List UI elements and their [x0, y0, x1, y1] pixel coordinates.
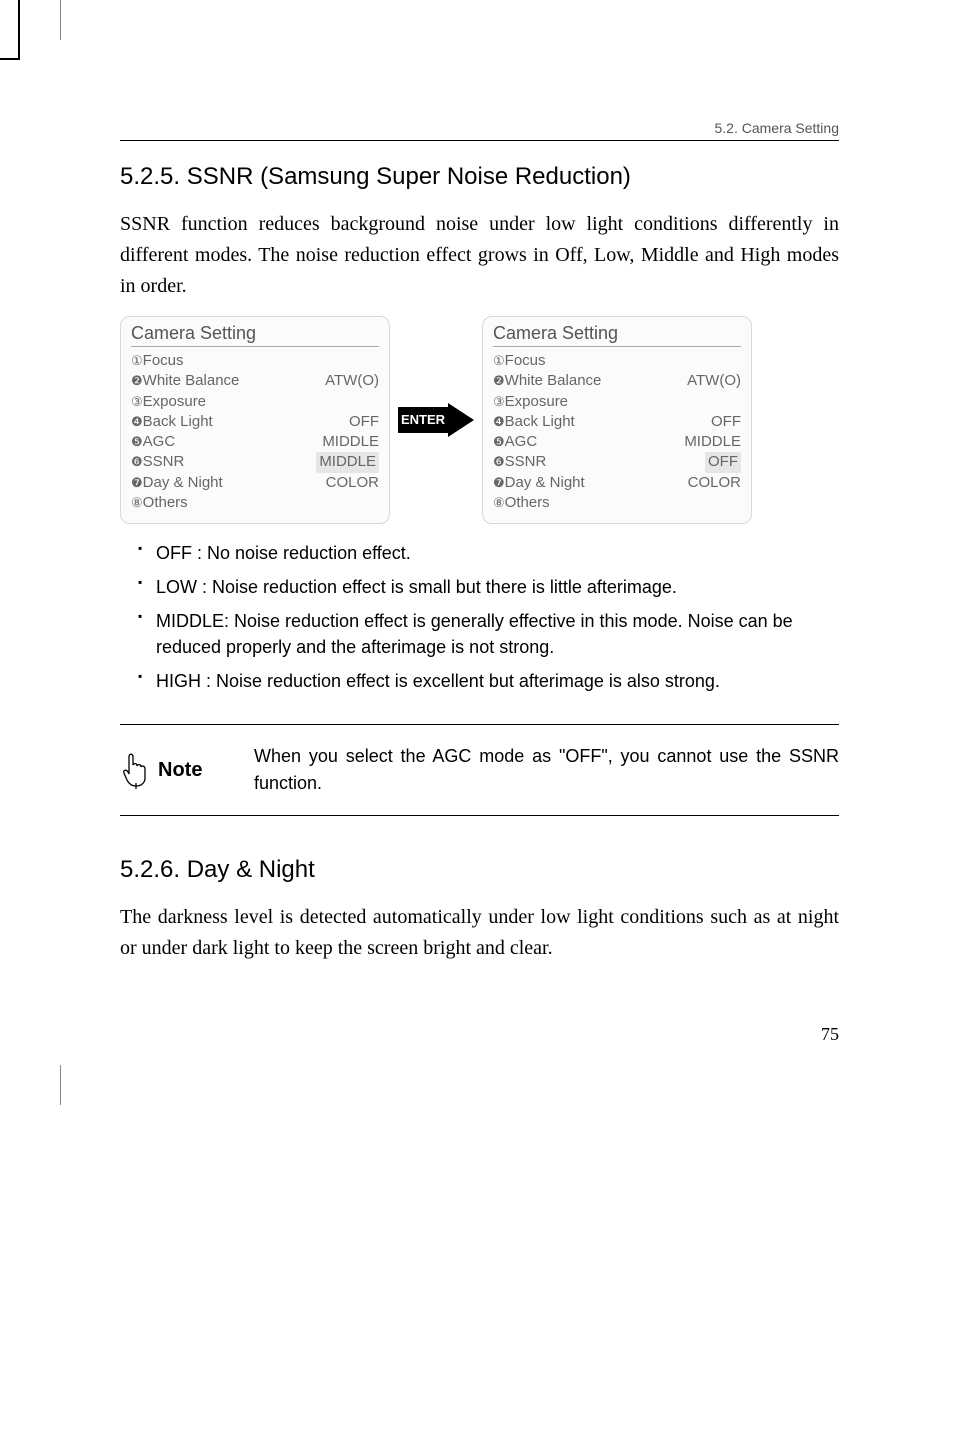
panel-row-label: ❷ White Balance [493, 371, 601, 391]
page-header-breadcrumb: 5.2. Camera Setting [120, 120, 839, 136]
panel-title: Camera Setting [131, 323, 379, 347]
panel-rows-right: ① Focus❷ White Balance ATW(O) ③ Exposure❹ … [493, 351, 741, 513]
panel-row-value: ATW(O) [325, 371, 379, 391]
panel-row-value: COLOR [688, 473, 741, 493]
panel-row: ❺ AGC MIDDLE [493, 432, 741, 452]
panel-row: ❷ White Balance ATW(O) [131, 371, 379, 391]
panel-row-label: ❼ Day & Night [131, 473, 223, 493]
section-heading-ssnr: 5.2.5. SSNR (Samsung Super Noise Reducti… [120, 163, 839, 191]
panel-row-label: ❹ Back Light [131, 412, 213, 432]
note-block: Note When you select the AGC mode as "OF… [120, 724, 839, 816]
section-body-daynight: The darkness level is detected automatic… [120, 902, 839, 964]
panel-row-label: ❺ AGC [131, 432, 175, 452]
section-heading-daynight: 5.2.6. Day & Night [120, 856, 839, 884]
panel-row-label: ⑧ Others [131, 493, 188, 513]
panel-rows-left: ① Focus❷ White Balance ATW(O) ③ Exposure❹ … [131, 351, 379, 513]
panel-row: ❼ Day & Night COLOR [493, 473, 741, 493]
panel-row-value: OFF [705, 452, 741, 472]
page-number: 75 [120, 1024, 839, 1045]
panel-row-label: ① Focus [131, 351, 184, 371]
panel-row: ❹ Back Light OFF [131, 412, 379, 432]
panel-row-label: ⑧ Others [493, 493, 550, 513]
note-label: Note [158, 759, 202, 782]
panel-row-label: ❷ White Balance [131, 371, 239, 391]
panel-row: ❹ Back Light OFF [493, 412, 741, 432]
camera-setting-panel-left: Camera Setting ① Focus❷ White Balance ATW… [120, 316, 390, 524]
panel-row: ① Focus [131, 351, 379, 371]
panel-row-label: ❹ Back Light [493, 412, 575, 432]
panel-row-value: MIDDLE [684, 432, 741, 452]
bullet-item: MIDDLE: Noise reduction effect is genera… [138, 608, 839, 660]
panel-row-value: MIDDLE [322, 432, 379, 452]
panel-row-value: ATW(O) [687, 371, 741, 391]
camera-setting-panel-right: Camera Setting ① Focus❷ White Balance ATW… [482, 316, 752, 524]
panel-row-label: ③ Exposure [131, 392, 206, 412]
bullet-item: LOW : Noise reduction effect is small bu… [138, 574, 839, 600]
enter-label: ENTER [401, 412, 446, 427]
panel-row: ❷ White Balance ATW(O) [493, 371, 741, 391]
panel-row: ❼ Day & Night COLOR [131, 473, 379, 493]
ssnr-bullet-list: OFF : No noise reduction effect. LOW : No… [138, 540, 839, 694]
bullet-item: HIGH : Noise reduction effect is excelle… [138, 668, 839, 694]
panel-row: ❺ AGC MIDDLE [131, 432, 379, 452]
enter-arrow-icon: ENTER [398, 403, 474, 437]
panel-row: ⑧ Others [131, 493, 379, 513]
note-hand-icon [120, 751, 154, 789]
panel-row-label: ③ Exposure [493, 392, 568, 412]
camera-setting-panels: Camera Setting ① Focus❷ White BalanceATW… [120, 316, 839, 524]
panel-row: ⑧ Others [493, 493, 741, 513]
panel-row-value: COLOR [326, 473, 379, 493]
panel-row: ③ Exposure [493, 392, 741, 412]
section-body-ssnr: SSNR function reduces background noise u… [120, 209, 839, 302]
panel-row: ① Focus [493, 351, 741, 371]
note-text: When you select the AGC mode as "OFF", y… [254, 743, 839, 797]
panel-row-label: ① Focus [493, 351, 546, 371]
panel-row: ③ Exposure [131, 392, 379, 412]
bullet-item: OFF : No noise reduction effect. [138, 540, 839, 566]
panel-row-label: ❻ SSNR [493, 452, 546, 472]
panel-row-label: ❻ SSNR [131, 452, 184, 472]
panel-row-value: OFF [349, 412, 379, 432]
header-rule [120, 140, 839, 141]
panel-row: ❻ SSNR OFF [493, 452, 741, 472]
panel-row-label: ❼ Day & Night [493, 473, 585, 493]
panel-row-label: ❺ AGC [493, 432, 537, 452]
panel-title: Camera Setting [493, 323, 741, 347]
panel-row-value: MIDDLE [316, 452, 379, 472]
panel-row: ❻ SSNR MIDDLE [131, 452, 379, 472]
panel-row-value: OFF [711, 412, 741, 432]
